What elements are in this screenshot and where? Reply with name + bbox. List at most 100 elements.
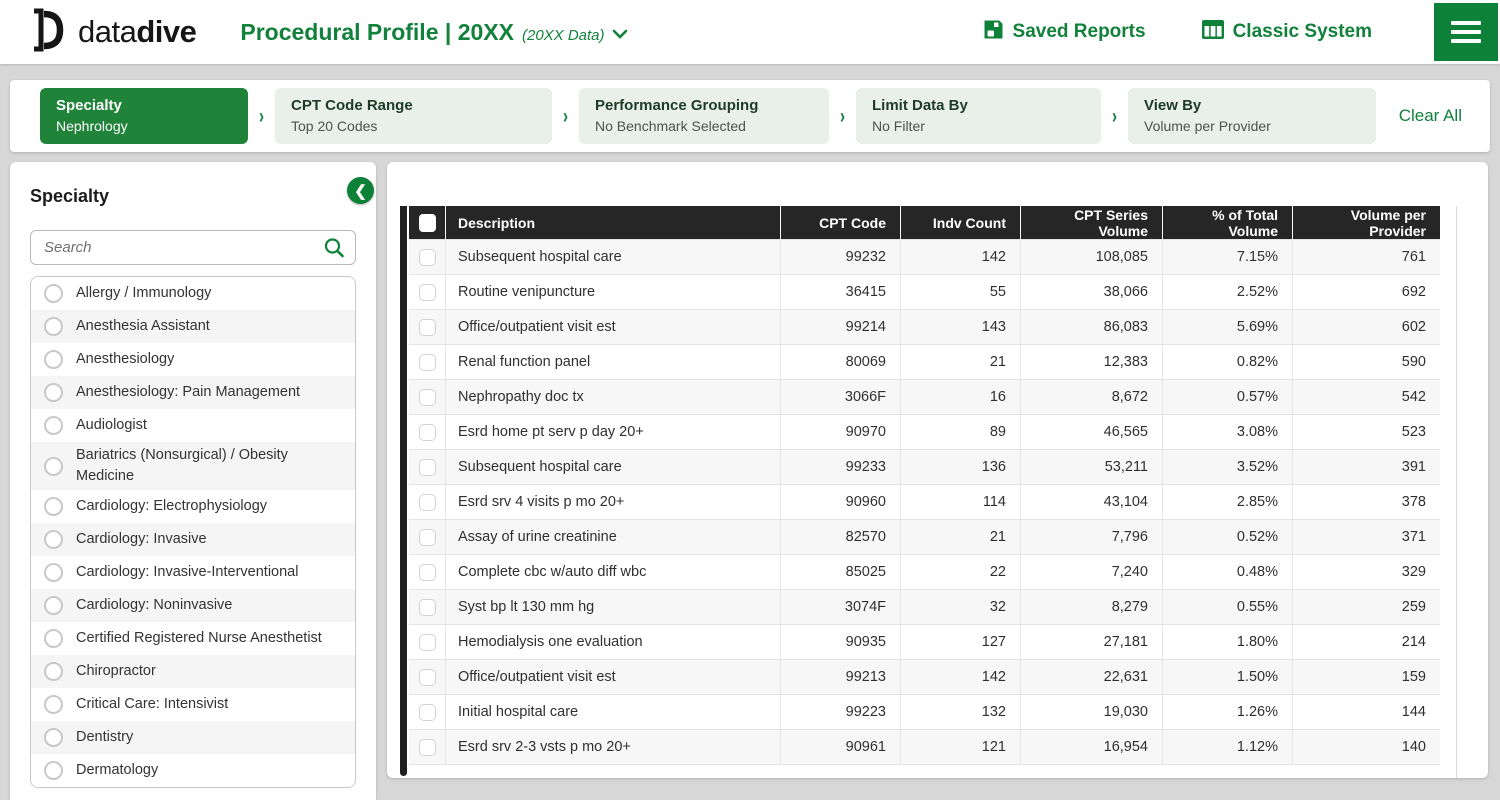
radio-button-icon[interactable] (44, 350, 63, 369)
radio-button-icon[interactable] (44, 728, 63, 748)
specialty-list-item[interactable]: Anesthesia Assistant (31, 310, 355, 343)
specialty-item-label: Dentistry (76, 729, 134, 746)
row-checkbox[interactable] (418, 563, 436, 581)
specialty-list-item[interactable]: Cardiology: Noninvasive (31, 589, 355, 623)
table-row[interactable]: Hemodialysis one evaluation 90935 127 27… (409, 624, 1440, 659)
radio-button-icon[interactable] (44, 416, 63, 435)
row-checkbox-cell (409, 310, 445, 344)
table-row[interactable]: Assay of urine creatinine 82570 21 7,796… (409, 519, 1440, 554)
specialty-item-label: Critical Care: Intensivist (76, 696, 229, 713)
row-checkbox[interactable] (418, 318, 436, 336)
radio-button-icon[interactable] (44, 563, 63, 583)
cell-indv-count: 143 (900, 310, 1020, 344)
filter-step-specialty[interactable]: Specialty Nephrology (40, 88, 248, 144)
table-row[interactable]: Esrd srv 2-3 vsts p mo 20+ 90961 121 16,… (409, 729, 1440, 764)
specialty-list-item[interactable]: Allergy / Immunology (31, 277, 355, 310)
sidebar-collapse-button[interactable]: ❮ (347, 177, 374, 204)
specialty-list-item[interactable]: Dentistry (31, 721, 355, 755)
radio-button-icon[interactable] (44, 662, 63, 682)
table-row[interactable]: Esrd srv 4 visits p mo 20+ 90960 114 43,… (409, 484, 1440, 519)
table-row[interactable]: Nephropathy doc tx 3066F 16 8,672 0.57% … (409, 379, 1440, 414)
filter-step-limit-data-by[interactable]: Limit Data By No Filter (856, 88, 1101, 144)
search-input[interactable] (30, 230, 356, 265)
row-checkbox[interactable] (418, 353, 436, 371)
filter-step-view-by[interactable]: View By Volume per Provider (1128, 88, 1376, 144)
table-row[interactable]: Subsequent hospital care 99232 142 108,0… (409, 239, 1440, 274)
table-row[interactable]: Esrd home pt serv p day 20+ 90970 89 46,… (409, 414, 1440, 449)
app-logo[interactable]: datadive (28, 7, 197, 58)
table-row[interactable]: Renal function panel 80069 21 12,383 0.8… (409, 344, 1440, 379)
row-checkbox[interactable] (418, 668, 436, 686)
table-row[interactable]: Office/outpatient visit est 99213 142 22… (409, 659, 1440, 694)
row-checkbox[interactable] (418, 598, 436, 616)
specialty-list-item[interactable]: Certified Registered Nurse Anesthetist (31, 622, 355, 655)
specialty-list-item[interactable]: Bariatrics (Nonsurgical) / Obesity Medic… (31, 442, 355, 491)
column-header-cpt-series-volume[interactable]: CPT Series Volume (1020, 206, 1162, 239)
radio-button-icon[interactable] (44, 456, 63, 476)
cell-indv-count: 121 (900, 730, 1020, 764)
table-row[interactable]: Syst bp lt 130 mm hg 3074F 32 8,279 0.55… (409, 589, 1440, 624)
row-checkbox[interactable] (418, 493, 436, 511)
radio-button-icon[interactable] (44, 695, 63, 715)
row-checkbox[interactable] (418, 248, 436, 266)
radio-button-icon[interactable] (44, 530, 63, 550)
menu-button[interactable] (1434, 3, 1498, 61)
row-checkbox[interactable] (418, 458, 436, 476)
column-header-volume-per-provider[interactable]: Volume per Provider (1292, 206, 1440, 239)
filter-step-performance-grouping[interactable]: Performance Grouping No Benchmark Select… (579, 88, 829, 144)
cell-cpt-series-volume: 46,565 (1020, 415, 1162, 449)
column-header-cpt-code[interactable]: CPT Code (780, 206, 900, 239)
radio-button-icon[interactable] (44, 317, 63, 336)
specialty-list-item[interactable]: Critical Care: Intensivist (31, 688, 355, 721)
cell-description: Assay of urine creatinine (445, 520, 780, 554)
table-row[interactable]: Subsequent hospital care 99233 136 53,21… (409, 449, 1440, 484)
specialty-list-item[interactable]: Dermatology (31, 754, 355, 787)
row-checkbox-cell (409, 380, 445, 414)
specialty-list-item[interactable]: Audiologist (31, 409, 355, 442)
specialty-list-item[interactable]: Cardiology: Invasive-Interventional (31, 556, 355, 589)
cell-cpt-series-volume: 8,279 (1020, 590, 1162, 624)
table-row[interactable]: Complete cbc w/auto diff wbc 85025 22 7,… (409, 554, 1440, 589)
table-row[interactable]: Office/outpatient visit est 99214 143 86… (409, 309, 1440, 344)
row-checkbox[interactable] (418, 283, 436, 301)
table-row[interactable]: Routine venipuncture 36415 55 38,066 2.5… (409, 274, 1440, 309)
cell-cpt-code: 99232 (780, 240, 900, 274)
column-header-indv-count[interactable]: Indv Count (900, 206, 1020, 239)
saved-reports-link[interactable]: Saved Reports (983, 19, 1146, 46)
radio-button-icon[interactable] (44, 761, 63, 781)
row-checkbox[interactable] (418, 423, 436, 441)
page-title-group[interactable]: Procedural Profile | 20XX (20XX Data) (240, 19, 627, 46)
column-header-pct-total-volume[interactable]: % of Total Volume (1162, 206, 1292, 239)
row-checkbox-cell (409, 590, 445, 624)
specialty-list-item[interactable]: Cardiology: Electrophysiology (31, 490, 355, 523)
radio-button-icon[interactable] (44, 629, 63, 649)
column-header-description[interactable]: Description (445, 206, 780, 239)
cell-cpt-code: 36415 (780, 275, 900, 309)
row-checkbox[interactable] (418, 633, 436, 651)
specialty-list-item[interactable]: Anesthesiology (31, 343, 355, 376)
clear-all-button[interactable]: Clear All (1398, 106, 1462, 125)
cell-volume-per-provider: 523 (1292, 415, 1440, 449)
specialty-list-item[interactable]: Anesthesiology: Pain Management (31, 376, 355, 409)
row-checkbox-cell (409, 450, 445, 484)
row-checkbox[interactable] (418, 528, 436, 546)
radio-button-icon[interactable] (44, 497, 63, 517)
specialty-list-item[interactable]: Chiropractor (31, 655, 355, 689)
row-checkbox[interactable] (418, 388, 436, 406)
row-checkbox[interactable] (418, 738, 436, 756)
cell-cpt-code: 85025 (780, 555, 900, 589)
hamburger-icon (1451, 21, 1481, 25)
select-all-checkbox[interactable] (418, 213, 436, 232)
radio-button-icon[interactable] (44, 596, 63, 616)
table-row[interactable]: Initial hospital care 99223 132 19,030 1… (409, 694, 1440, 729)
cell-description: Nephropathy doc tx (445, 380, 780, 414)
table-left-scrollbar[interactable] (400, 206, 407, 776)
classic-system-link[interactable]: Classic System (1201, 19, 1372, 45)
radio-button-icon[interactable] (44, 284, 63, 303)
row-checkbox[interactable] (418, 703, 436, 721)
filter-step-cpt-code-range[interactable]: CPT Code Range Top 20 Codes (275, 88, 552, 144)
chevron-down-icon[interactable] (612, 26, 628, 44)
chevron-right-icon: › (563, 104, 568, 128)
radio-button-icon[interactable] (44, 383, 63, 402)
specialty-list-item[interactable]: Cardiology: Invasive (31, 523, 355, 557)
